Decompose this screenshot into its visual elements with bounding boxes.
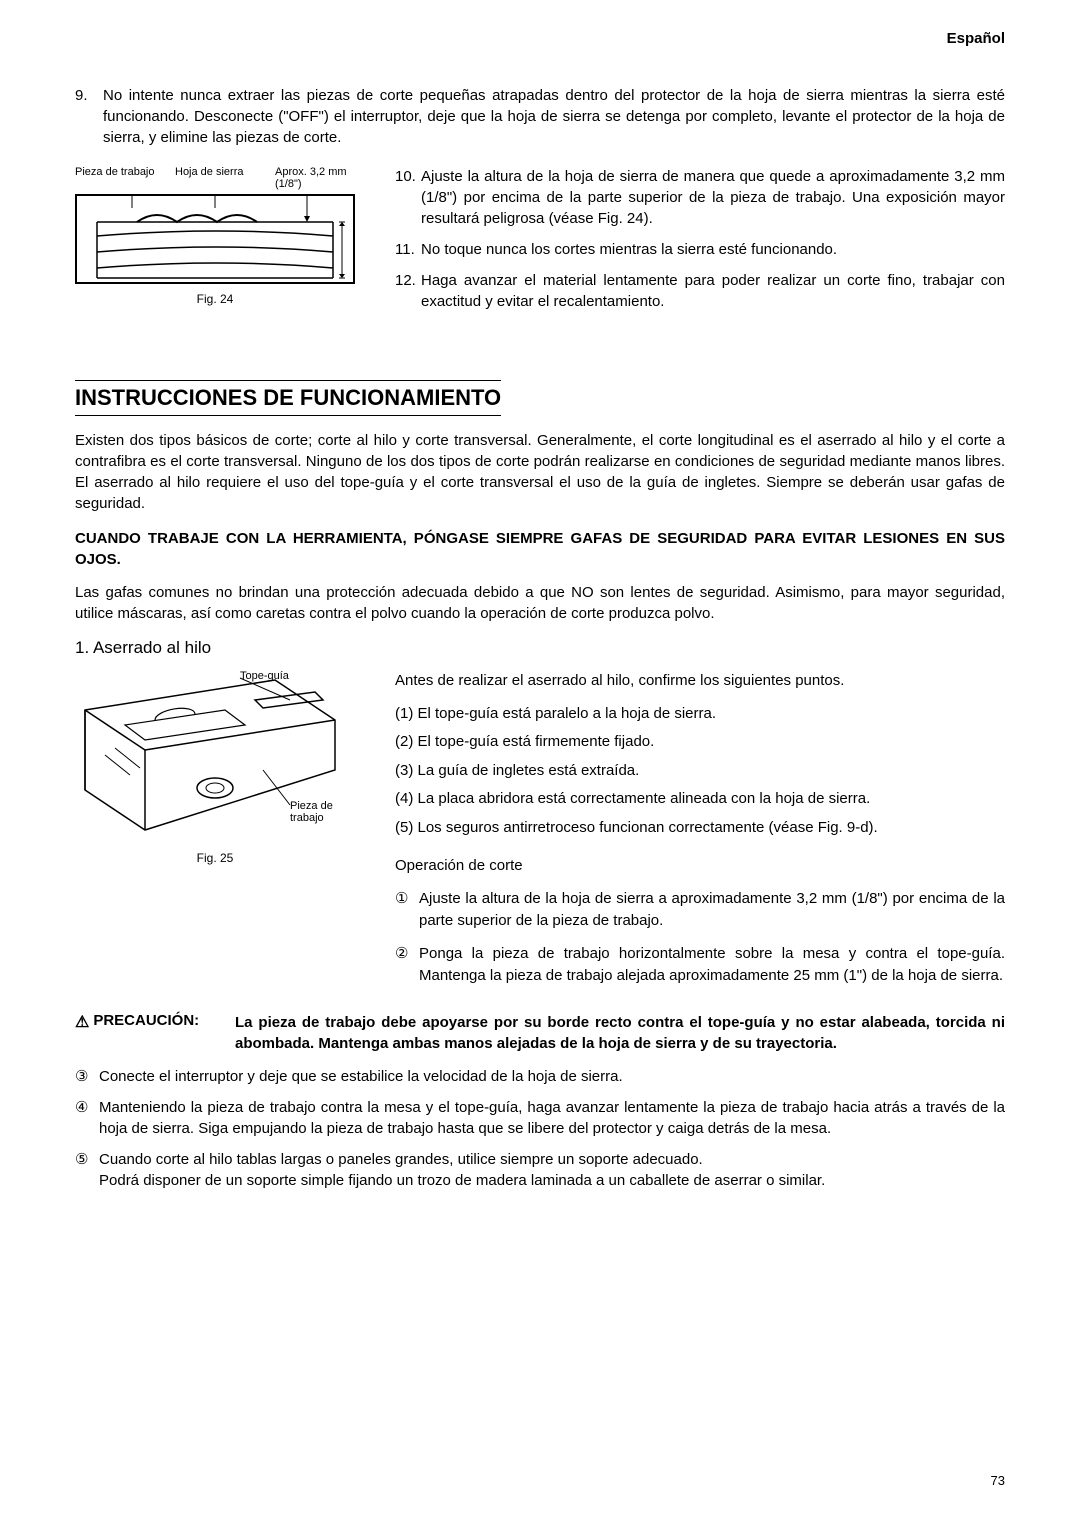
list-item-9: 9. No intente nunca extraer las piezas d… [75, 85, 1005, 148]
fig25-block: Tope-guía Pieza de trabajo [75, 670, 375, 998]
circled-number: ② [395, 943, 419, 988]
fig24-block: Pieza de trabajo Hoja de sierra Aprox. 3… [75, 166, 375, 322]
op-item-2: ② Ponga la pieza de trabajo horizontalme… [395, 943, 1005, 988]
section-title: INSTRUCCIONES DE FUNCIONAMIENTO [75, 380, 501, 416]
bold-warning: CUANDO TRABAJE CON LA HERRAMIENTA, PÓNGA… [75, 528, 1005, 570]
warning-icon: ⚠ [75, 1012, 89, 1032]
op-item-3: ③ Conecte el interruptor y deje que se e… [75, 1066, 1005, 1087]
precaution-row: ⚠ PRECAUCIÓN: La pieza de trabajo debe a… [75, 1012, 1005, 1054]
precaution-label: ⚠ PRECAUCIÓN: [75, 1012, 235, 1054]
page-content: 9. No intente nunca extraer las piezas d… [75, 85, 1005, 1191]
circled-number: ④ [75, 1097, 99, 1139]
fig25-label-workpiece: Pieza de trabajo [290, 800, 333, 824]
item-number: 11. [395, 239, 421, 260]
list-item-12: 12. Haga avanzar el material lentamente … [395, 270, 1005, 312]
fig24-label-approx-a: Aprox. 3,2 mm [275, 166, 347, 178]
check-1: (1) El tope-guía está paralelo a la hoja… [395, 703, 1005, 726]
item-text: Haga avanzar el material lentamente para… [421, 270, 1005, 312]
operation-title: Operación de corte [395, 855, 1005, 878]
intro-paragraph: Existen dos tipos básicos de corte; cort… [75, 430, 1005, 514]
item-number: 12. [395, 270, 421, 312]
fig24-row: Pieza de trabajo Hoja de sierra Aprox. 3… [75, 166, 1005, 322]
fig25-label-fence: Tope-guía [240, 670, 289, 682]
op-item-5: ⑤ Cuando corte al hilo tablas largas o p… [75, 1149, 1005, 1191]
fig24-label-approx: Aprox. 3,2 mm (1/8") [275, 166, 347, 190]
check-4: (4) La placa abridora está correctamente… [395, 788, 1005, 811]
paragraph-2: Las gafas comunes no brindan una protecc… [75, 582, 1005, 624]
circled-number: ③ [75, 1066, 99, 1087]
check-5: (5) Los seguros antirretroceso funcionan… [395, 817, 1005, 840]
fig24-caption: Fig. 24 [75, 292, 355, 306]
list-item-11: 11. No toque nunca los cortes mientras l… [395, 239, 1005, 260]
subheading-rip: 1. Aserrado al hilo [75, 638, 1005, 658]
check-2: (2) El tope-guía está firmemente fijado. [395, 731, 1005, 754]
circled-number: ⑤ [75, 1149, 99, 1191]
op-item-1: ① Ajuste la altura de la hoja de sierra … [395, 888, 1005, 933]
op-text: Manteniendo la pieza de trabajo contra l… [99, 1097, 1005, 1139]
fig24-label-workpiece: Pieza de trabajo [75, 166, 175, 190]
fig24-label-approx-b: (1/8") [275, 178, 302, 190]
fig25-right-content: Antes de realizar el aserrado al hilo, c… [395, 670, 1005, 998]
check-3: (3) La guía de ingletes está extraída. [395, 760, 1005, 783]
fig25-row: Tope-guía Pieza de trabajo [75, 670, 1005, 998]
page-number: 73 [991, 1473, 1005, 1488]
precaution-label-text: PRECAUCIÓN: [93, 1012, 199, 1029]
item-text: No intente nunca extraer las piezas de c… [103, 85, 1005, 148]
item-text: Ajuste la altura de la hoja de sierra de… [421, 166, 1005, 229]
fig25-caption: Fig. 25 [75, 851, 355, 865]
circled-number: ① [395, 888, 419, 933]
rip-intro: Antes de realizar el aserrado al hilo, c… [395, 670, 1005, 693]
fig25-label-workpiece-a: Pieza de [290, 800, 333, 812]
op-text: Ajuste la altura de la hoja de sierra a … [419, 888, 1005, 933]
items-10-12: 10. Ajuste la altura de la hoja de sierr… [395, 166, 1005, 322]
op-text: Cuando corte al hilo tablas largas o pan… [99, 1149, 1005, 1191]
fig24-labels: Pieza de trabajo Hoja de sierra Aprox. 3… [75, 166, 375, 190]
list-item-10: 10. Ajuste la altura de la hoja de sierr… [395, 166, 1005, 229]
fig24-diagram [75, 194, 355, 284]
fig25-diagram: Tope-guía Pieza de trabajo [75, 670, 355, 845]
op-text: Ponga la pieza de trabajo horizontalment… [419, 943, 1005, 988]
precaution-body: La pieza de trabajo debe apoyarse por su… [235, 1012, 1005, 1054]
item-text: No toque nunca los cortes mientras la si… [421, 239, 1005, 260]
op-text: Conecte el interruptor y deje que se est… [99, 1066, 1005, 1087]
op-item-4: ④ Manteniendo la pieza de trabajo contra… [75, 1097, 1005, 1139]
item-number: 10. [395, 166, 421, 229]
item-number: 9. [75, 85, 103, 148]
fig24-label-blade: Hoja de sierra [175, 166, 275, 190]
fig24-svg [77, 196, 353, 282]
language-label: Español [947, 30, 1005, 47]
fig25-label-workpiece-b: trabajo [290, 812, 324, 824]
